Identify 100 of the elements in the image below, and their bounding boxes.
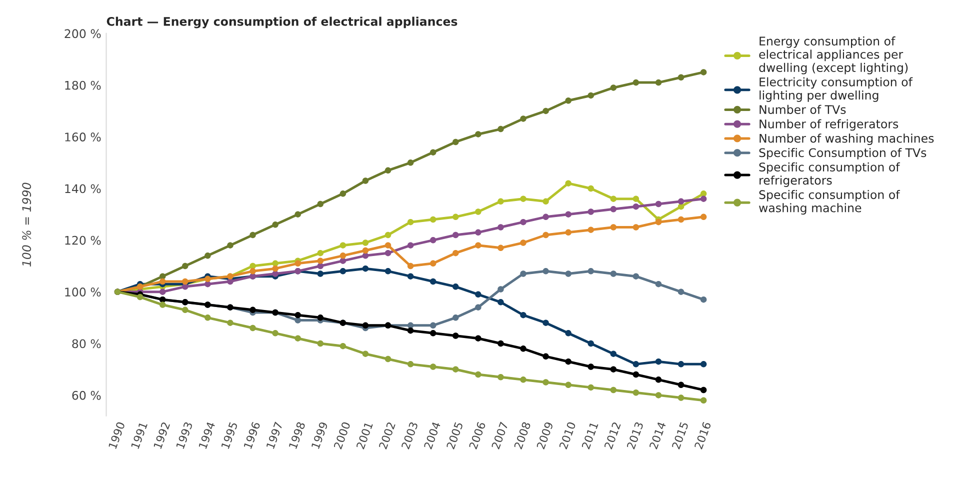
point bbox=[700, 296, 707, 303]
x-tick-label: 2005 bbox=[446, 422, 464, 450]
point bbox=[498, 126, 504, 132]
point bbox=[678, 394, 684, 401]
point bbox=[610, 84, 617, 91]
x-tick-label: 2007 bbox=[491, 422, 508, 450]
point bbox=[407, 327, 414, 334]
point bbox=[204, 314, 211, 321]
point bbox=[678, 74, 684, 81]
point bbox=[430, 278, 436, 285]
point bbox=[655, 218, 662, 226]
point bbox=[430, 216, 436, 223]
point bbox=[565, 98, 572, 104]
x-tick-label: 2006 bbox=[468, 421, 486, 450]
point bbox=[632, 389, 640, 396]
point bbox=[475, 335, 482, 342]
point bbox=[136, 294, 144, 300]
point bbox=[182, 262, 188, 270]
point bbox=[294, 260, 301, 267]
point bbox=[610, 270, 617, 277]
point bbox=[655, 358, 662, 365]
point bbox=[655, 280, 662, 288]
x-tick-label: 1991 bbox=[130, 422, 148, 450]
x-tick-label: 2016 bbox=[694, 421, 712, 450]
x-tick-label: 2003 bbox=[401, 422, 418, 450]
point bbox=[588, 185, 594, 192]
point bbox=[317, 250, 324, 256]
point bbox=[362, 247, 369, 254]
point bbox=[655, 392, 662, 398]
point bbox=[588, 92, 594, 99]
point bbox=[384, 232, 392, 238]
point bbox=[632, 203, 640, 210]
x-tick-label: 1996 bbox=[243, 421, 260, 450]
point bbox=[340, 252, 346, 259]
point bbox=[700, 397, 707, 404]
x-tick-label: 2013 bbox=[626, 422, 644, 450]
point bbox=[700, 196, 707, 202]
point bbox=[565, 382, 572, 388]
legend-label: Number of refrigerators bbox=[760, 119, 898, 131]
point bbox=[632, 79, 640, 86]
point bbox=[475, 371, 482, 378]
y-axis-title: 100 % = 1990 bbox=[22, 182, 32, 267]
legend-label: Specific consumption of refrigerators bbox=[759, 162, 900, 188]
point bbox=[498, 340, 504, 347]
point bbox=[610, 224, 617, 230]
point bbox=[655, 200, 662, 208]
point bbox=[655, 79, 662, 86]
x-tick-label: 2014 bbox=[649, 421, 666, 450]
point bbox=[227, 242, 234, 248]
point bbox=[430, 364, 436, 370]
point bbox=[520, 116, 526, 122]
point bbox=[588, 208, 594, 215]
y-tick-label: 160 % bbox=[65, 132, 101, 142]
point bbox=[700, 69, 707, 76]
y-tick-label: 60 % bbox=[72, 390, 101, 400]
point bbox=[384, 250, 392, 256]
point bbox=[542, 379, 549, 386]
point bbox=[498, 286, 504, 292]
point bbox=[182, 306, 188, 314]
x-tick-label: 1990 bbox=[108, 421, 126, 450]
point bbox=[430, 322, 436, 329]
point bbox=[159, 278, 166, 285]
point bbox=[498, 224, 504, 230]
x-tick-label: 1993 bbox=[176, 422, 193, 450]
point bbox=[542, 232, 549, 238]
point bbox=[565, 358, 572, 365]
point bbox=[362, 240, 369, 246]
x-tick-label: 2002 bbox=[378, 422, 396, 450]
point bbox=[250, 324, 256, 332]
point bbox=[610, 386, 617, 394]
point bbox=[632, 273, 640, 280]
point bbox=[452, 314, 459, 321]
point bbox=[317, 340, 324, 347]
point bbox=[610, 206, 617, 212]
point bbox=[632, 196, 640, 202]
legend-label: Specific Consumption of TVs bbox=[759, 148, 926, 160]
point bbox=[272, 330, 278, 336]
point bbox=[588, 268, 594, 274]
x-tick-label: 1999 bbox=[311, 422, 328, 450]
point bbox=[384, 268, 392, 274]
point bbox=[294, 317, 301, 324]
point bbox=[542, 198, 549, 205]
point bbox=[452, 366, 459, 372]
point bbox=[475, 131, 482, 138]
x-tick-label: 2004 bbox=[424, 421, 441, 450]
point bbox=[407, 242, 414, 248]
point bbox=[384, 242, 392, 248]
point bbox=[272, 222, 278, 228]
legend-label: Electricity consumption of lighting per dwelling bbox=[760, 77, 913, 102]
legend-label: Specific consumption of washing machine bbox=[759, 190, 900, 215]
point bbox=[294, 211, 301, 218]
point bbox=[632, 361, 640, 368]
point bbox=[542, 268, 549, 274]
point bbox=[407, 273, 414, 280]
point bbox=[498, 374, 504, 380]
point bbox=[407, 262, 414, 270]
point bbox=[362, 178, 369, 184]
point bbox=[520, 312, 526, 318]
point bbox=[475, 208, 482, 215]
point bbox=[407, 361, 414, 368]
